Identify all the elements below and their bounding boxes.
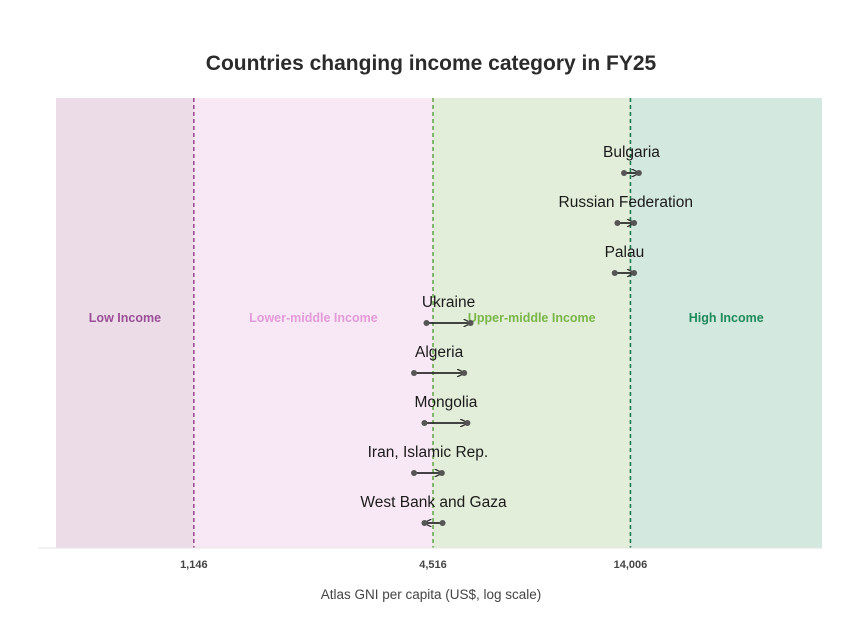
country-label: Palau [605, 244, 645, 261]
start-point [411, 470, 418, 476]
country-label: West Bank and Gaza [360, 494, 507, 511]
band-label-lower-middle-income: Lower-middle Income [249, 311, 378, 325]
country-mark-ukraine: Ukraine [422, 294, 475, 326]
x-tick-label: 4,516 [419, 559, 447, 571]
start-point [611, 270, 618, 276]
country-label: Bulgaria [603, 144, 660, 161]
country-mark-algeria: Algeria [411, 344, 468, 376]
start-point [621, 170, 628, 176]
band-high-income [630, 98, 822, 548]
band-label-high-income: High Income [689, 311, 764, 325]
end-point [438, 470, 445, 476]
country-mark-iran-islamic-rep: Iran, Islamic Rep. [368, 444, 489, 476]
country-label: Iran, Islamic Rep. [368, 444, 489, 461]
start-point [439, 520, 446, 526]
country-label: Mongolia [414, 394, 477, 411]
x-tick-label: 14,006 [614, 559, 648, 571]
start-point [421, 420, 428, 426]
band-label-low-income: Low Income [89, 311, 161, 325]
end-point [421, 520, 428, 526]
start-point [614, 220, 621, 226]
chart-title: Countries changing income category in FY… [205, 52, 657, 75]
band-low-income [56, 98, 194, 548]
x-axis-label: Atlas GNI per capita (US$, log scale) [321, 587, 542, 602]
band-lower-middle-income [193, 98, 434, 548]
end-point [461, 370, 468, 376]
country-mark-palau: Palau [605, 244, 645, 276]
end-point [467, 320, 474, 326]
x-tick-label: 1,146 [180, 559, 208, 571]
end-point [631, 270, 638, 276]
country-mark-west-bank-and-gaza: West Bank and Gaza [360, 494, 507, 526]
country-mark-russian-federation: Russian Federation [559, 194, 693, 226]
band-label-upper-middle-income: Upper-middle Income [468, 311, 596, 325]
end-point [635, 170, 642, 176]
country-label: Algeria [415, 344, 464, 361]
country-mark-bulgaria: Bulgaria [603, 144, 660, 176]
end-point [464, 420, 471, 426]
country-label: Ukraine [422, 294, 475, 311]
end-point [631, 220, 638, 226]
start-point [423, 320, 430, 326]
start-point [411, 370, 418, 376]
country-mark-mongolia: Mongolia [414, 394, 478, 426]
country-label: Russian Federation [559, 194, 693, 211]
